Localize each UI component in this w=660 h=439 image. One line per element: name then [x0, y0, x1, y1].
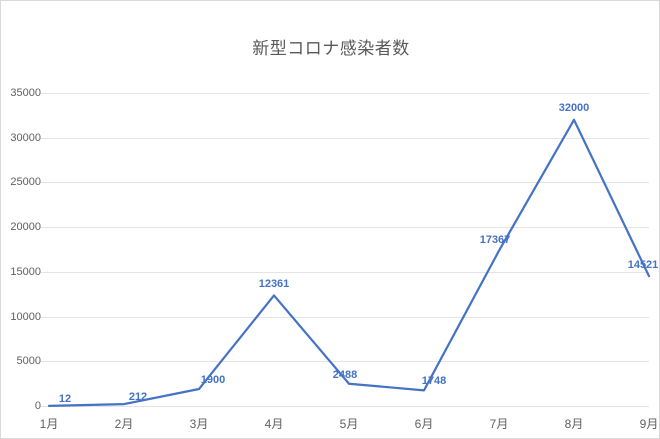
- gridline: [41, 93, 649, 94]
- x-axis-tick-label: 9月: [639, 417, 659, 431]
- plot-area: 12 212 1900 12361 2488 1748 17367 32000 14521: [41, 93, 658, 407]
- y-axis-tick-label: 0: [34, 400, 41, 412]
- x-axis-tick-label: 8月: [564, 417, 584, 431]
- y-axis-tick-label: 15000: [10, 265, 41, 278]
- line-series: [47, 118, 651, 407]
- y-axis-tick-label: 10000: [10, 310, 41, 323]
- y-axis-tick-label: 20000: [10, 221, 41, 234]
- y-axis-tick-label: 5000: [16, 355, 41, 368]
- x-axis-tick-label: 6月: [414, 417, 434, 431]
- x-axis-tick-label: 5月: [339, 417, 359, 431]
- x-axis-tick-label: 2月: [114, 417, 134, 431]
- gridline: [41, 227, 649, 229]
- y-axis-tick-label: 35000: [10, 87, 41, 99]
- x-axis-tick-label: 3月: [189, 417, 209, 431]
- x-axis-tick-label: 1月: [39, 417, 59, 431]
- x-axis-tick-labels: 1月 2月 3月 4月 5月 6月 7月 8月 9月: [40, 406, 659, 436]
- y-axis-tick-label: 25000: [10, 176, 41, 189]
- gridline: [41, 182, 649, 184]
- y-axis-tick-labels: 0 5000 10000 15000 20000 25000 30000 35000: [1, 87, 41, 412]
- gridline: [41, 361, 649, 363]
- x-axis-tick-label: 7月: [489, 417, 509, 431]
- chart-title: 新型コロナ感染者数: [252, 39, 410, 58]
- series-polyline: [47, 118, 651, 407]
- gridline: [41, 271, 649, 273]
- gridline: [41, 406, 649, 407]
- y-axis-tick-label: 30000: [10, 131, 41, 144]
- x-axis-tick-label: 4月: [264, 417, 284, 431]
- gridline: [41, 137, 649, 139]
- gridline: [41, 316, 649, 318]
